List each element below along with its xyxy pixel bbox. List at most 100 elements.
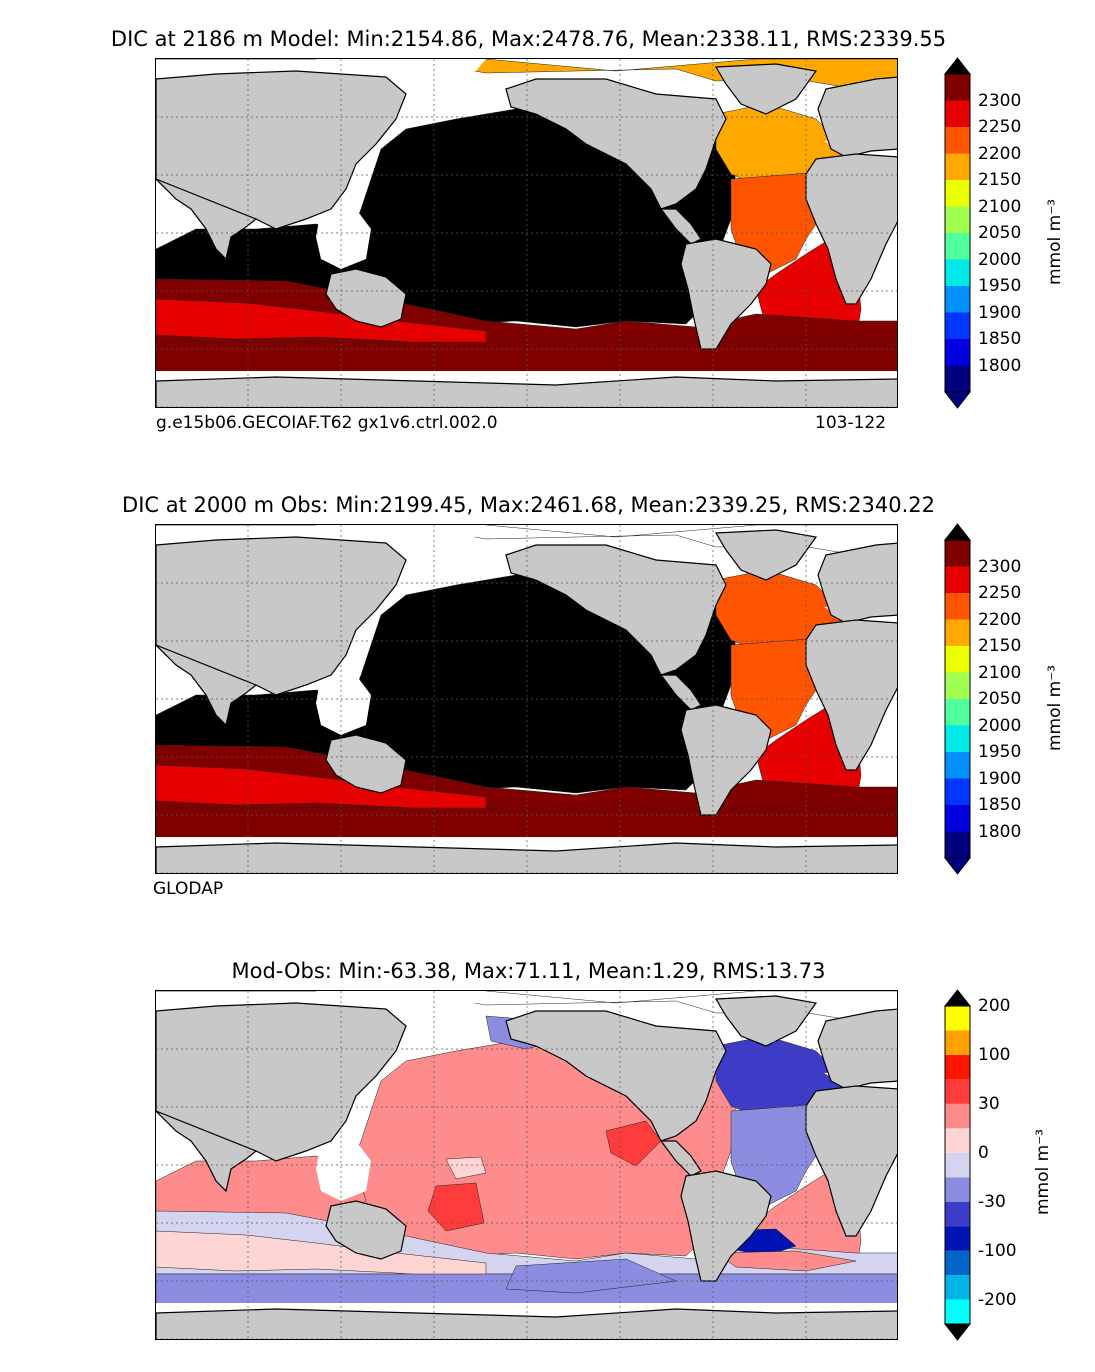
diff-patch-white-1 [445, 1156, 487, 1180]
panel1-colorbar-unit: mmol m⁻³ [1045, 199, 1065, 285]
nodata-indonesia [316, 209, 371, 269]
ocean-region-arctic [156, 525, 897, 565]
colorbar-tick-label: 1950 [978, 276, 1022, 296]
land-greenland [714, 63, 818, 115]
colorbar-segment [945, 127, 970, 154]
panel1-colorbar [943, 57, 972, 409]
colorbar-segment [945, 1201, 970, 1227]
land-south-america [680, 1170, 772, 1282]
colorbar-tick-label: 2050 [978, 689, 1022, 709]
colorbar-segment [945, 233, 970, 260]
colorbar-segment [945, 1250, 970, 1276]
colorbar-tick-label: 2200 [978, 609, 1022, 630]
diff-patch-blue-2 [505, 1258, 677, 1294]
panel3-colorbar [943, 989, 972, 1341]
colorbar-tick-label: 1850 [978, 795, 1022, 815]
land-south-america [680, 704, 772, 816]
colorbar-tick-label: 1950 [978, 742, 1022, 762]
colorbar-segment [945, 619, 970, 646]
land-north-america [505, 1010, 727, 1142]
colorbar-segment [945, 725, 970, 752]
colorbar-tick-label: 2250 [978, 583, 1022, 603]
panel2-colorbar [943, 523, 972, 875]
colorbar-segment [945, 1103, 970, 1129]
colorbar-outline [944, 1005, 971, 1325]
colorbar-tick-label: 2300 [978, 90, 1022, 111]
colorbar-segment [945, 206, 970, 233]
colorbar-tick-label: -100 [978, 1240, 1017, 1261]
ocean-region-arctic [156, 991, 897, 1031]
colorbar-over-extend [943, 523, 972, 541]
nodata-arctic-strip [316, 59, 486, 79]
colorbar-tick-label: 1900 [978, 302, 1022, 323]
land-greenland [714, 529, 818, 581]
ocean-region-arctic [156, 59, 897, 99]
colorbar-outline [944, 539, 971, 859]
panel1-caption-left: g.e15b06.GECOIAF.T62 gx1v6.ctrl.002.0 [156, 413, 498, 433]
diff-patch-pink-south [715, 1250, 857, 1272]
colorbar-segment [945, 1054, 970, 1080]
land-central-america [659, 674, 702, 711]
land-asia-east-india [156, 1110, 258, 1193]
nodata-indonesia [316, 675, 371, 735]
panel3-colorbar-unit: mmol m⁻³ [1033, 1129, 1053, 1215]
colorbar-over-extend [943, 989, 972, 1007]
colorbar-tick-label: 2100 [978, 662, 1022, 683]
panel1-title: DIC at 2186 m Model: Min:2154.86, Max:24… [110, 27, 947, 51]
land-central-america [659, 1140, 702, 1177]
colorbar-segment [945, 646, 970, 673]
colorbar-tick-label: 200 [978, 996, 1011, 1016]
colorbar-tick-label: 100 [978, 1044, 1011, 1065]
colorbar-tick-label: 2150 [978, 636, 1022, 656]
colorbar-under-extend [943, 1323, 972, 1341]
land-asia-east-india [156, 178, 258, 261]
land-africa [805, 1085, 897, 1237]
colorbar-segment [945, 286, 970, 313]
colorbar-under-extend [943, 391, 972, 409]
colorbar-segment [945, 593, 970, 620]
colorbar-segment [945, 1299, 970, 1324]
colorbar-segment [945, 259, 970, 286]
land-australia [325, 268, 407, 328]
panel2-colorbar-unit: mmol m⁻³ [1045, 665, 1065, 751]
colorbar-tick-label: 1800 [978, 821, 1022, 842]
land-australia [325, 1200, 407, 1260]
panel2-caption-left: GLODAP [153, 879, 224, 899]
land-greenland [714, 995, 818, 1047]
colorbar-tick-label: 2200 [978, 143, 1022, 164]
colorbar-segment [945, 1177, 970, 1202]
colorbar-segment [945, 153, 970, 180]
land-australia [325, 734, 407, 794]
colorbar-segment [945, 752, 970, 779]
colorbar-segment [945, 566, 970, 593]
colorbar-segment [945, 339, 970, 366]
colorbar-tick-label: 2050 [978, 223, 1022, 243]
colorbar-segment [945, 805, 970, 832]
colorbar-over-extend [943, 57, 972, 75]
colorbar-tick-label: 1800 [978, 355, 1022, 376]
colorbar-segment [945, 74, 970, 101]
colorbar-under-extend [943, 857, 972, 875]
colorbar-outline [944, 73, 971, 393]
panel1-map [155, 58, 898, 408]
land-central-america [659, 208, 702, 245]
panel2-title: DIC at 2000 m Obs: Min:2199.45, Max:2461… [122, 493, 935, 517]
colorbar-tick-label: 2300 [978, 556, 1022, 577]
colorbar-tick-label: 2000 [978, 715, 1022, 736]
colorbar-segment [945, 100, 970, 127]
panel1-caption-right: 103-122 [815, 413, 887, 433]
colorbar-tick-label: 2000 [978, 249, 1022, 270]
land-north-america [505, 78, 727, 210]
land-north-america [505, 544, 727, 676]
panel2-map [155, 524, 898, 874]
colorbar-segment [945, 1079, 970, 1104]
land-south-america [680, 238, 772, 350]
colorbar-segment [945, 699, 970, 726]
nodata-indonesia [316, 1141, 371, 1201]
nodata-arctic-strip [316, 525, 486, 545]
colorbar-tick-label: 1850 [978, 329, 1022, 349]
colorbar-segment [945, 312, 970, 339]
colorbar-segment [945, 365, 970, 392]
panel3-map [155, 990, 898, 1340]
land-africa [805, 153, 897, 305]
